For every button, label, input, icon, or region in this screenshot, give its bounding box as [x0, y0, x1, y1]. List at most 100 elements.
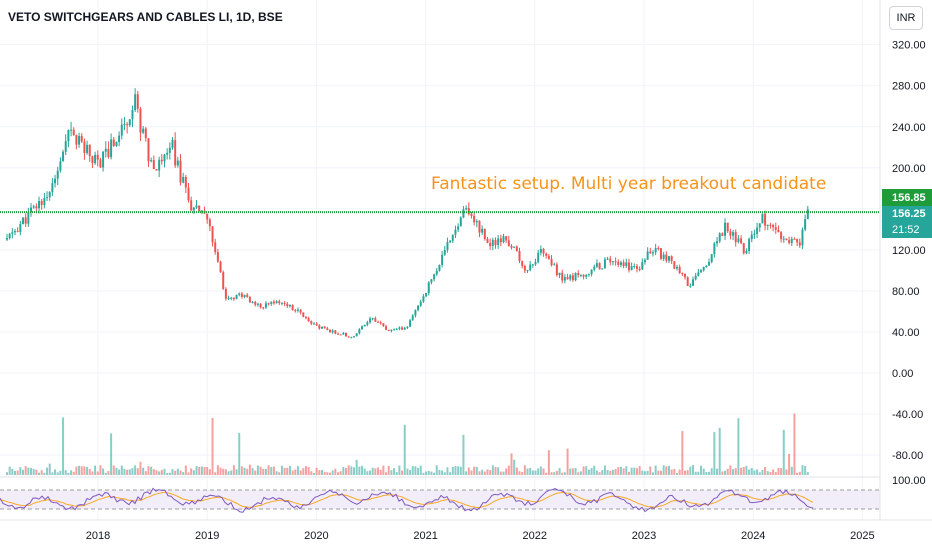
candle-body	[499, 238, 502, 243]
candle-body	[363, 324, 366, 327]
volume-bar	[585, 466, 588, 475]
candle-body	[254, 301, 257, 305]
candles	[6, 88, 809, 339]
volume-bar	[737, 418, 740, 475]
candle-body	[676, 267, 679, 269]
candle-body	[304, 316, 307, 319]
volume-bar	[155, 470, 158, 475]
volume-bar	[296, 466, 299, 475]
volume-bar	[806, 472, 809, 475]
candle-body	[438, 264, 441, 271]
candle-body	[804, 219, 807, 230]
volume-bar	[320, 470, 323, 475]
volume-bar	[78, 465, 81, 475]
candle-body	[280, 302, 283, 304]
volume-bar	[569, 468, 572, 475]
volume-bar	[414, 466, 417, 475]
candle-body	[756, 227, 759, 234]
volume-bar	[798, 471, 801, 475]
volume-bar	[622, 468, 625, 475]
candle-body	[606, 258, 609, 260]
volume-bar	[107, 471, 110, 475]
volume-bar	[724, 470, 727, 475]
currency-button[interactable]: INR	[889, 6, 923, 30]
volume-bar	[521, 472, 524, 475]
volume-bar	[649, 466, 652, 475]
rsi-pane	[0, 476, 880, 513]
volume-bar	[32, 468, 35, 475]
x-tick-label: 2020	[304, 530, 328, 542]
candle-body	[160, 159, 163, 162]
candle-body	[227, 298, 230, 300]
volume-bar	[64, 470, 67, 475]
volume-bar	[491, 465, 494, 475]
candle-body	[110, 139, 113, 158]
candle-body	[657, 248, 660, 250]
candle-body	[267, 303, 270, 305]
volume-bar	[304, 466, 307, 475]
volume-bar	[147, 466, 150, 475]
candle-body	[307, 318, 310, 322]
candle-body	[315, 323, 318, 326]
candle-body	[190, 200, 193, 211]
candle-body	[563, 277, 566, 281]
candle-body	[531, 264, 534, 266]
volume-bar	[179, 470, 182, 475]
time-axis: 2018 2019 2020 2021 2022 2023 2024 2025	[0, 519, 932, 542]
volume-bar	[494, 467, 497, 475]
candle-body	[385, 326, 388, 330]
volume-bar	[361, 465, 364, 475]
candle-body	[651, 252, 654, 254]
volume-bar	[462, 434, 465, 475]
rsi-band	[0, 490, 880, 509]
volume-bar	[382, 465, 385, 475]
candle-body	[491, 239, 494, 246]
candle-body	[411, 315, 414, 321]
candle-body	[230, 297, 233, 299]
volume-bar	[310, 471, 313, 475]
volume-bar	[318, 470, 321, 475]
candle-body	[550, 258, 553, 266]
x-tick-label: 2018	[86, 530, 110, 542]
volume-bar	[38, 472, 41, 475]
volume-bar	[598, 472, 601, 475]
candle-body	[144, 128, 147, 139]
volume-bar	[796, 472, 799, 475]
candle-body	[446, 242, 449, 251]
volume-bar	[134, 465, 137, 475]
volume-bar	[547, 450, 550, 475]
volume-bar	[529, 468, 532, 475]
candle-body	[232, 297, 235, 300]
volume-bar	[96, 471, 99, 475]
volume-bar	[115, 467, 118, 475]
candle-body	[649, 251, 652, 254]
volume-bar	[473, 466, 476, 475]
volume-bar	[510, 453, 513, 475]
candle-body	[78, 135, 81, 145]
volume-bar	[142, 467, 145, 475]
volume-bar	[72, 471, 75, 475]
candle-body	[654, 248, 657, 253]
candle-body	[457, 226, 460, 230]
volume-bar	[459, 466, 462, 475]
volume-bar	[553, 472, 556, 475]
candle-body	[433, 274, 436, 280]
volume-bar	[131, 468, 134, 475]
candle-body	[40, 201, 43, 205]
candle-body	[126, 124, 129, 126]
volume-bar	[246, 468, 249, 475]
volume-bar	[446, 467, 449, 475]
volume-bar	[224, 469, 227, 475]
volume-bar	[206, 466, 209, 475]
volume-bar	[745, 465, 748, 475]
candle-body	[603, 259, 606, 269]
volume-bar	[211, 418, 214, 475]
candle-body	[182, 177, 185, 183]
candle-body	[393, 329, 396, 331]
volume-bar	[40, 470, 43, 475]
volume-bar	[481, 469, 484, 475]
candle-body	[630, 266, 633, 271]
candle-body	[737, 238, 740, 243]
y-tick-label: 40.00	[892, 327, 920, 339]
candle-body	[518, 251, 521, 261]
